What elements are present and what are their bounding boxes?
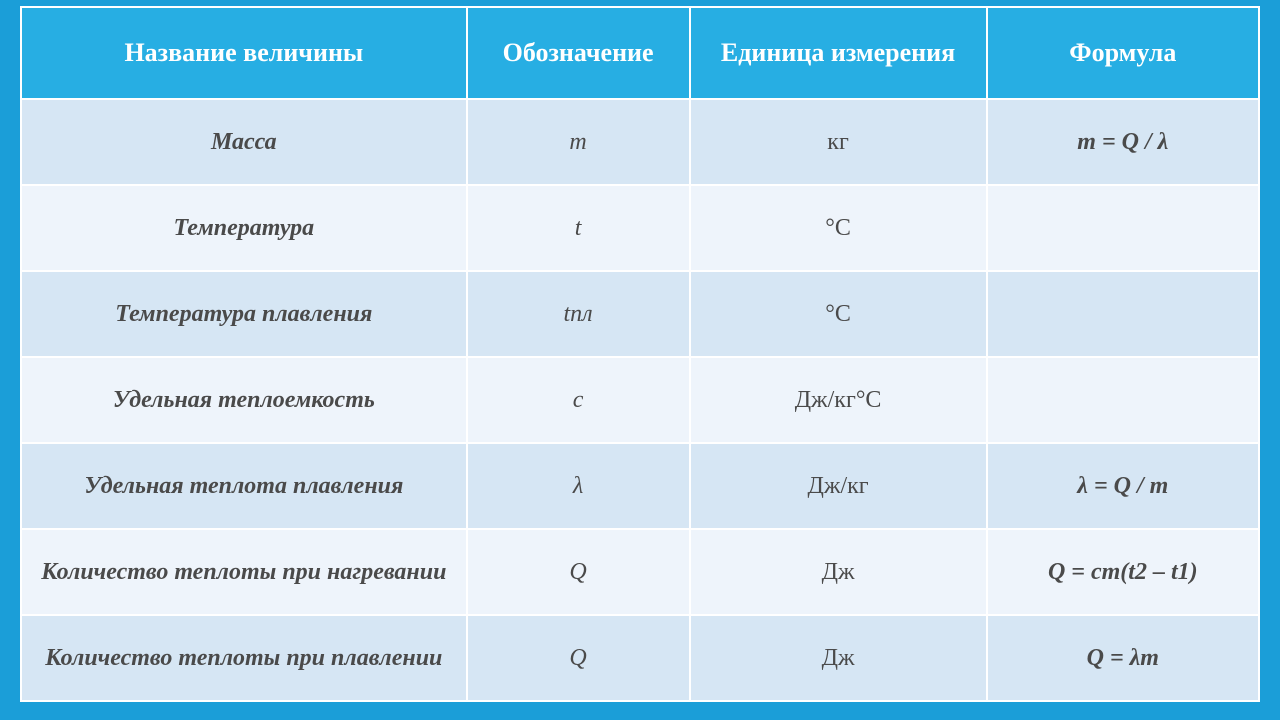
cell-name: Удельная теплоемкость — [21, 357, 467, 443]
cell-symbol: c — [467, 357, 690, 443]
table-row: Удельная теплота плавления λ Дж/кг λ = Q… — [21, 443, 1259, 529]
cell-symbol: tпл — [467, 271, 690, 357]
table-body: Масса m кг m = Q / λ Температура t °С Те… — [21, 99, 1259, 701]
cell-unit: Дж/кг°С — [690, 357, 987, 443]
header-row: Название величины Обозначение Единица из… — [21, 7, 1259, 99]
cell-name: Температура плавления — [21, 271, 467, 357]
table-row: Количество теплоты при нагревании Q Дж Q… — [21, 529, 1259, 615]
cell-unit: Дж/кг — [690, 443, 987, 529]
cell-formula: m = Q / λ — [987, 99, 1259, 185]
cell-name: Температура — [21, 185, 467, 271]
col-header-formula: Формула — [987, 7, 1259, 99]
cell-symbol: m — [467, 99, 690, 185]
cell-formula: Q = cm(t2 – t1) — [987, 529, 1259, 615]
cell-unit: °С — [690, 271, 987, 357]
cell-unit: °С — [690, 185, 987, 271]
cell-name: Масса — [21, 99, 467, 185]
table-row: Масса m кг m = Q / λ — [21, 99, 1259, 185]
cell-symbol: t — [467, 185, 690, 271]
cell-unit: кг — [690, 99, 987, 185]
cell-formula — [987, 357, 1259, 443]
col-header-unit: Единица измерения — [690, 7, 987, 99]
col-header-name: Название величины — [21, 7, 467, 99]
col-header-symbol: Обозначение — [467, 7, 690, 99]
cell-name: Удельная теплота плавления — [21, 443, 467, 529]
cell-symbol: Q — [467, 615, 690, 701]
cell-name: Количество теплоты при плавлении — [21, 615, 467, 701]
cell-formula: Q = λm — [987, 615, 1259, 701]
cell-unit: Дж — [690, 529, 987, 615]
cell-formula: λ = Q / m — [987, 443, 1259, 529]
cell-formula — [987, 271, 1259, 357]
cell-symbol: λ — [467, 443, 690, 529]
table-row: Удельная теплоемкость c Дж/кг°С — [21, 357, 1259, 443]
table: Название величины Обозначение Единица из… — [20, 6, 1260, 702]
cell-symbol: Q — [467, 529, 690, 615]
cell-formula — [987, 185, 1259, 271]
cell-name: Количество теплоты при нагревании — [21, 529, 467, 615]
cell-unit: Дж — [690, 615, 987, 701]
physics-quantities-table: Название величины Обозначение Единица из… — [20, 6, 1260, 702]
table-row: Температура t °С — [21, 185, 1259, 271]
table-row: Количество теплоты при плавлении Q Дж Q … — [21, 615, 1259, 701]
table-row: Температура плавления tпл °С — [21, 271, 1259, 357]
